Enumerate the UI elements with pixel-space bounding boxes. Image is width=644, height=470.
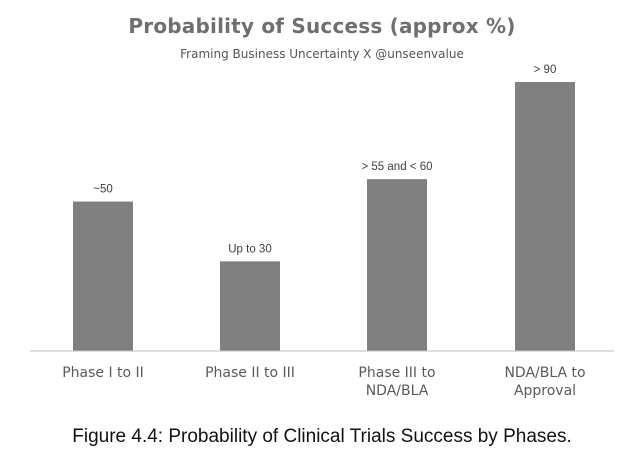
chart-subtitle: Framing Business Uncertainty X @unseenva…	[180, 47, 464, 61]
x-tick-label-3: Phase III to NDA/BLA	[358, 365, 435, 399]
data-label-1: ~50	[93, 184, 113, 196]
bar-3	[367, 179, 427, 351]
bar-chart: ~50 Phase I to II Up to 30 Phase II to III >…	[30, 64, 614, 399]
x-tick-label-1: Phase I to II	[62, 365, 144, 381]
x-tick-label-4: NDA/BLA to Approval	[504, 365, 585, 399]
x-tick-label-2: Phase II to III	[205, 365, 295, 381]
chart-title: Probability of Success (approx %)	[128, 14, 516, 38]
bar-2	[220, 261, 280, 351]
figure-caption: Figure 4.4: Probability of Clinical Tria…	[72, 426, 572, 447]
data-label-3: > 55 and < 60	[362, 161, 433, 173]
bar-4	[515, 82, 575, 351]
data-label-4: > 90	[534, 64, 557, 76]
bar-1	[73, 201, 133, 351]
data-label-2: Up to 30	[228, 243, 271, 255]
